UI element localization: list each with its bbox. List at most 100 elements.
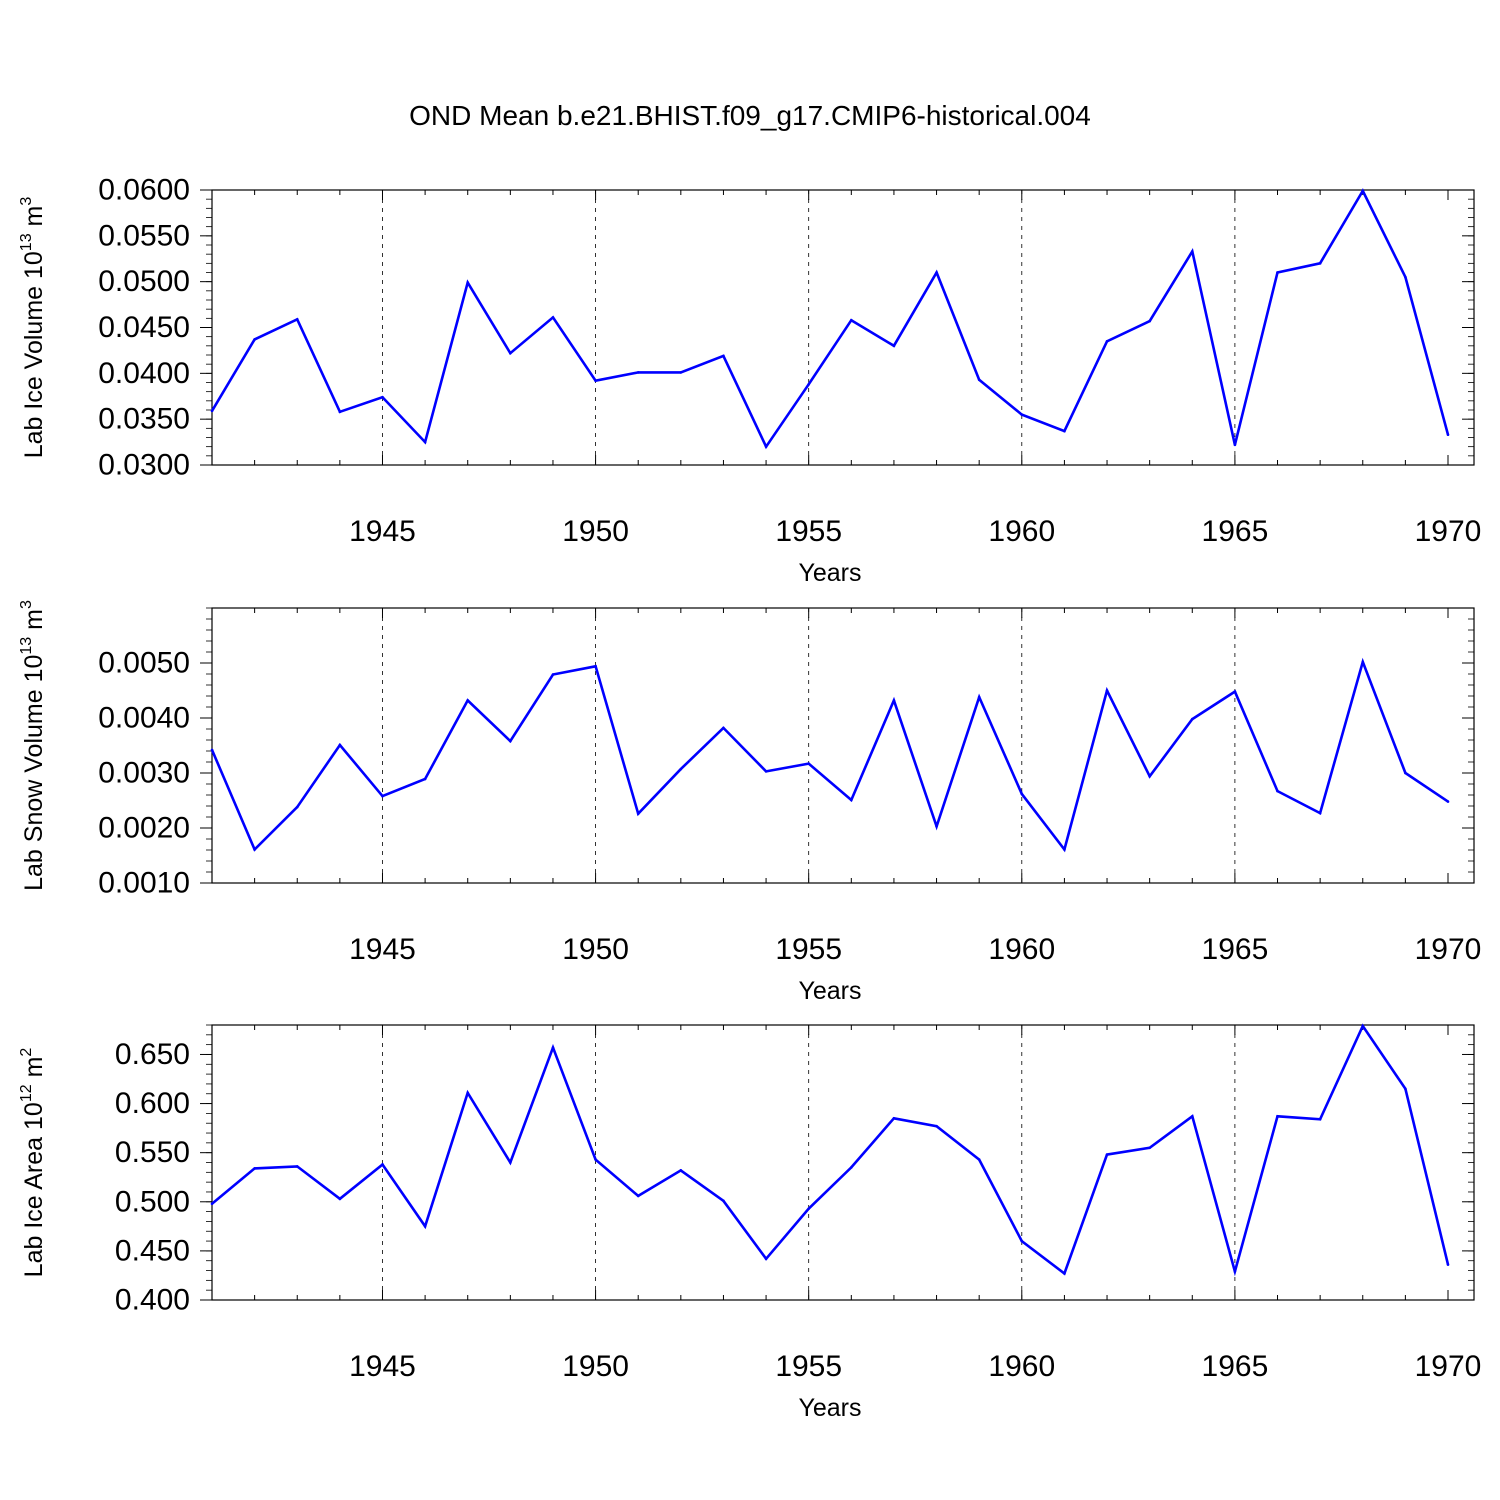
data-point (636, 1194, 640, 1198)
data-point (594, 665, 597, 668)
data-point (1233, 1270, 1237, 1273)
y-tick-label: 0.0350 (98, 403, 190, 436)
data-point (253, 1167, 256, 1170)
data-point (850, 1166, 853, 1169)
data-point (722, 354, 725, 358)
data-point (509, 739, 512, 743)
data-point (764, 770, 768, 773)
data-point (1318, 1117, 1322, 1121)
y-axis-label-unit-exponent: 3 (18, 197, 35, 206)
plot-frame (211, 189, 1475, 466)
x-tick-label: 1955 (775, 1350, 842, 1383)
y-tick-label: 0.550 (115, 1136, 190, 1169)
x-tick-label: 1965 (1202, 515, 1269, 548)
chart-panel-2: 0.0010 0.0020 0.0030 0.0040 0.0050 1945 1950 19… (18, 600, 1481, 1005)
data-point (1063, 848, 1066, 851)
data-point (423, 1225, 427, 1228)
data-point (1361, 660, 1365, 664)
y-axis-label-exponent: 12 (18, 1084, 35, 1102)
data-point (1361, 189, 1365, 193)
y-axis-label-unit: m (20, 206, 48, 234)
data-point (1404, 1087, 1407, 1091)
data-point (594, 1158, 597, 1161)
x-tick-label: 1950 (562, 933, 629, 966)
plot-frame (211, 607, 1475, 884)
data-point (807, 762, 810, 765)
data-point (935, 825, 938, 828)
data-point (636, 371, 640, 374)
data-point (977, 378, 981, 382)
data-point (295, 805, 299, 809)
data-point (381, 395, 384, 399)
y-tick-label: 0.0010 (98, 867, 190, 900)
data-point (1318, 811, 1322, 815)
data-point (679, 767, 683, 771)
y-axis-label: Lab Snow Volume 1013 m3 (18, 600, 48, 891)
data-point (210, 748, 214, 752)
y-tick-label: 0.0030 (98, 757, 190, 790)
data-point (1020, 1239, 1024, 1243)
data-point (551, 673, 555, 676)
data-point (466, 281, 470, 284)
data-point (1404, 275, 1407, 279)
data-point (295, 317, 299, 321)
chart-panel-3: 0.400 0.450 0.500 0.550 0.600 0.650 1945 1950 19… (18, 1023, 1481, 1422)
x-tick-label: 1960 (988, 515, 1055, 548)
data-point (210, 409, 214, 413)
data-point (807, 383, 810, 386)
data-point (1190, 250, 1194, 253)
data-point (636, 812, 640, 815)
x-tick-label: 1960 (988, 1350, 1055, 1383)
data-point (1190, 717, 1194, 721)
x-tick-label: 1955 (775, 933, 842, 966)
y-tick-label: 0.650 (115, 1038, 190, 1071)
y-axis-label-exponent: 13 (18, 233, 35, 251)
y-tick-label: 0.0050 (98, 647, 190, 680)
data-point (764, 1257, 768, 1261)
data-point (679, 371, 683, 374)
data-point (381, 794, 384, 798)
x-tick-label: 1945 (349, 515, 416, 548)
data-point (892, 344, 896, 348)
data-point (551, 316, 555, 319)
data-point (1148, 775, 1151, 778)
y-tick-label: 0.0450 (98, 311, 190, 344)
data-point (850, 798, 853, 802)
y-tick-label: 0.400 (115, 1284, 190, 1317)
y-tick-label: 0.0550 (98, 219, 190, 252)
data-point (466, 1091, 470, 1095)
data-point (253, 848, 256, 851)
data-point (1233, 443, 1237, 447)
y-tick-label: 0.500 (115, 1185, 190, 1218)
data-point (722, 1199, 725, 1203)
y-tick-label: 0.0500 (98, 265, 190, 298)
data-point (295, 1165, 299, 1168)
y-tick-label: 0.450 (115, 1234, 190, 1267)
y-tick-label: 0.600 (115, 1087, 190, 1120)
data-point (850, 318, 853, 322)
y-axis-label-unit: m (20, 609, 48, 637)
data-point (1105, 339, 1109, 343)
x-axis-label: Years (798, 977, 861, 1005)
y-tick-label: 0.0300 (98, 449, 190, 482)
data-point (1404, 771, 1407, 775)
y-axis-label-main: Lab Ice Volume 10 (20, 251, 48, 458)
data-point (892, 1117, 896, 1120)
data-point (423, 777, 427, 781)
data-point (977, 1158, 981, 1161)
y-axis-label-exponent: 13 (18, 637, 35, 655)
y-axis-label-main: Lab Snow Volume 10 (20, 655, 48, 891)
data-point (1105, 1153, 1109, 1156)
data-point (253, 338, 256, 341)
data-point (1276, 271, 1279, 274)
data-point (1063, 1272, 1066, 1275)
plot-frame (211, 1024, 1475, 1301)
data-point (1446, 433, 1450, 437)
data-point (1105, 689, 1109, 692)
data-point (1446, 800, 1450, 803)
data-point (1148, 319, 1151, 323)
y-axis-label-unit: m (20, 1057, 48, 1085)
data-point (509, 1161, 512, 1164)
data-point (935, 1124, 938, 1128)
